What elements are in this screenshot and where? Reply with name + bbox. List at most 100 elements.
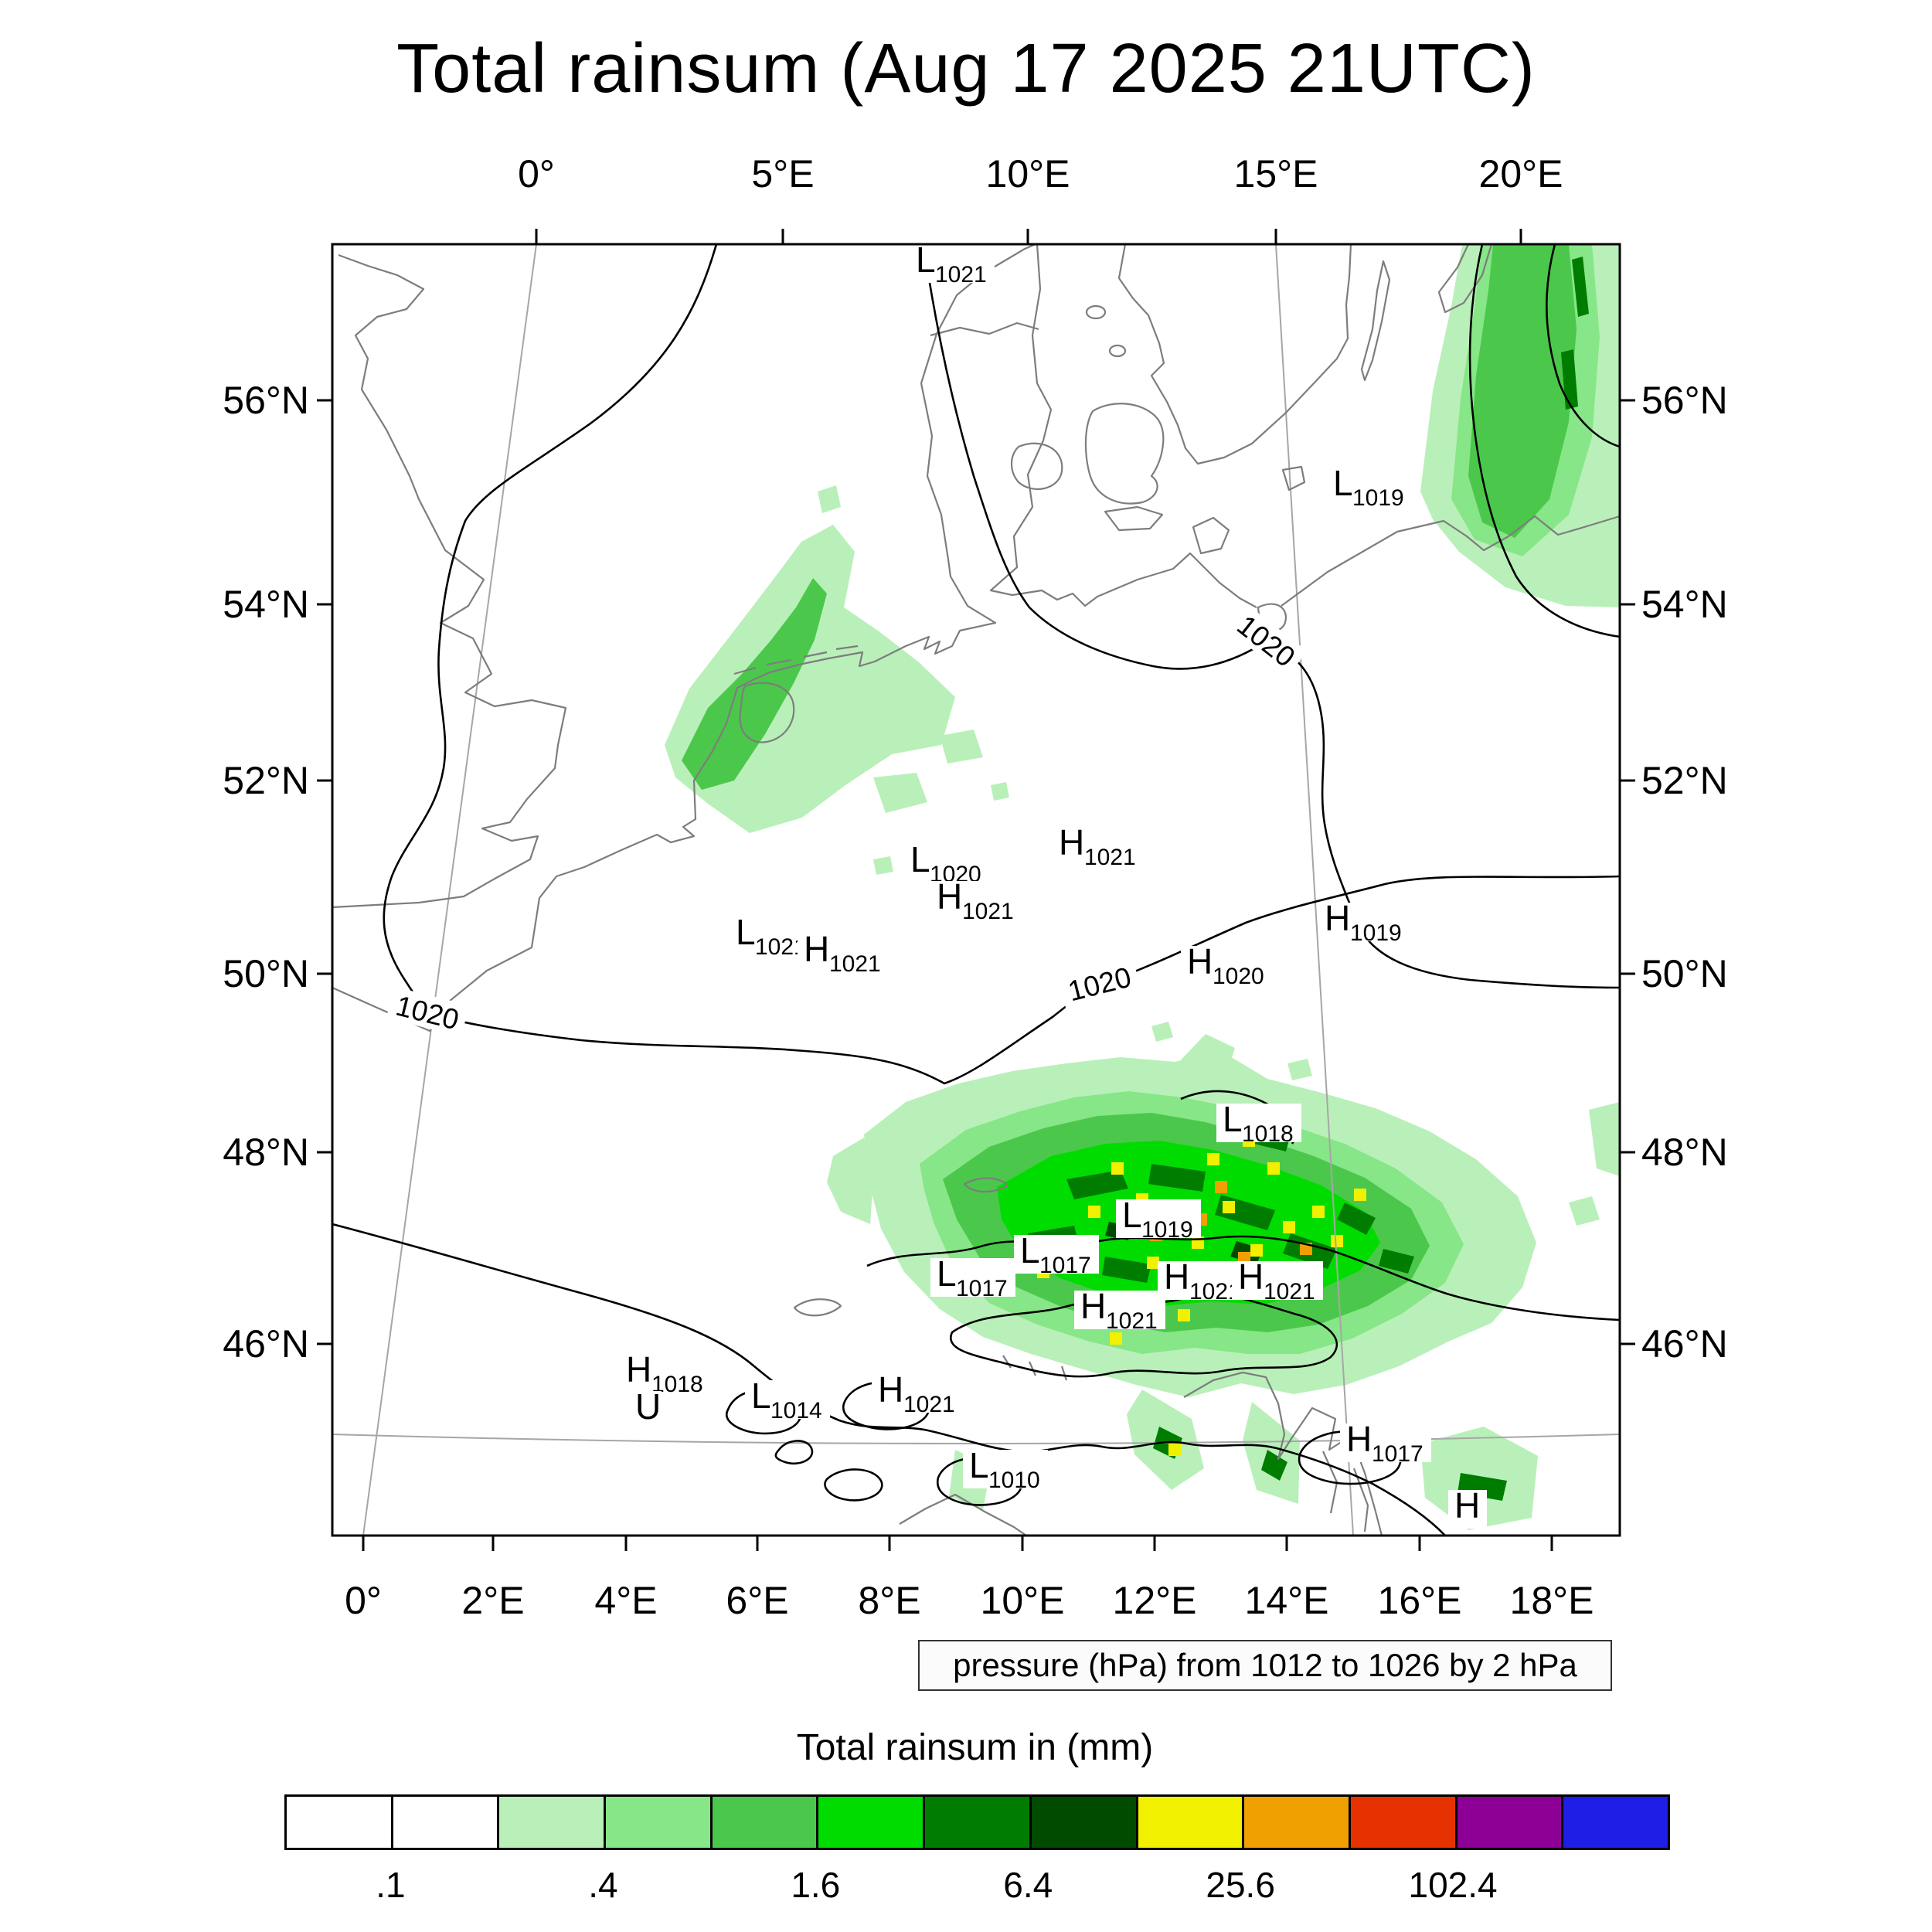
top-axis-label: 5°E xyxy=(751,152,815,196)
coastline xyxy=(963,1177,1009,1193)
right-axis-label: 48°N xyxy=(1641,1131,1728,1174)
bottom-axis-label: 8°E xyxy=(858,1579,921,1622)
right-axis-label: 54°N xyxy=(1641,583,1728,626)
rain-speckle xyxy=(1215,1181,1227,1193)
bottom-axis-label: 10°E xyxy=(980,1579,1065,1622)
svg-text:L: L xyxy=(937,1253,957,1294)
rain-area xyxy=(1148,1164,1206,1192)
legend-title: Total rainsum in (mm) xyxy=(796,1727,1154,1768)
bottom-axis-label: 18°E xyxy=(1509,1579,1594,1622)
bottom-axis-label: 12°E xyxy=(1112,1579,1197,1622)
colorbar-cell xyxy=(393,1797,500,1848)
coastline xyxy=(332,253,567,909)
svg-text:1019: 1019 xyxy=(1352,485,1404,511)
right-axis-label: 50°N xyxy=(1641,952,1728,995)
bottom-axis-label: 0° xyxy=(345,1579,382,1622)
pressure-center-label: H 1021 xyxy=(1232,1257,1323,1304)
rain-area xyxy=(873,773,927,813)
rain-area xyxy=(1287,1059,1312,1080)
coastline xyxy=(766,658,792,666)
rain-speckle xyxy=(1223,1201,1235,1213)
rain-speckle xyxy=(1147,1257,1159,1269)
svg-text:1020: 1020 xyxy=(393,990,462,1036)
left-axis-label: 54°N xyxy=(223,583,309,626)
svg-text:H: H xyxy=(1325,898,1350,938)
rain-area xyxy=(873,856,893,875)
rain-area xyxy=(1468,244,1577,538)
left-axis-label: 48°N xyxy=(223,1131,309,1174)
colorbar-cell xyxy=(1244,1797,1351,1848)
rain-speckle xyxy=(1354,1189,1366,1201)
map-area: 1020 1020 1020 L 1021 L 1019 H 1021 L 1020 H 1021 L 10… xyxy=(317,229,1635,1551)
colorbar-tick-label: .1 xyxy=(376,1865,406,1905)
pressure-caption: pressure (hPa) from 1012 to 1026 by 2 hP… xyxy=(918,1640,1612,1691)
coastline xyxy=(1104,505,1164,532)
pressure-center-label: H 1021 xyxy=(1053,822,1144,870)
left-axis-label: 56°N xyxy=(223,379,309,422)
coastline xyxy=(1084,403,1165,505)
svg-text:1021: 1021 xyxy=(1264,1279,1315,1304)
rain-area xyxy=(991,782,1009,801)
right-axis-label: 52°N xyxy=(1641,759,1728,802)
coastline xyxy=(930,321,1039,337)
coastline xyxy=(733,666,757,675)
left-axis-label: 52°N xyxy=(223,759,309,802)
coastline xyxy=(1192,516,1230,555)
coastline xyxy=(899,1493,1027,1536)
rain-speckle xyxy=(1111,1162,1124,1175)
rain-area xyxy=(1151,1022,1173,1042)
isobar-contour xyxy=(774,1440,814,1464)
rain-speckle xyxy=(1312,1206,1325,1218)
coastline xyxy=(1002,1355,1012,1369)
graticule-line xyxy=(1275,244,1354,1536)
svg-text:1021: 1021 xyxy=(829,951,881,977)
svg-text:H: H xyxy=(1164,1257,1189,1297)
colorbar-tick-label: 1.6 xyxy=(791,1865,841,1905)
top-axis-label: 0° xyxy=(518,152,555,196)
svg-text:1021: 1021 xyxy=(903,1392,955,1417)
pressure-center-label: U xyxy=(629,1386,662,1430)
pressure-center-label: L 1020 xyxy=(904,839,989,887)
svg-text:H: H xyxy=(1346,1419,1372,1459)
svg-text:H: H xyxy=(937,876,962,917)
colorbar-tick-label: 6.4 xyxy=(1003,1865,1053,1905)
rain-area xyxy=(940,730,983,764)
svg-text:1021: 1021 xyxy=(1084,845,1136,870)
colorbar-cell xyxy=(1563,1797,1668,1848)
colorbar-cell xyxy=(712,1797,819,1848)
isobar-label: 1020 xyxy=(1057,957,1141,1009)
svg-text:1017: 1017 xyxy=(1039,1253,1091,1278)
isobar-contour xyxy=(1298,1430,1402,1485)
isobar-contour xyxy=(1468,244,1620,638)
coastline xyxy=(1360,260,1391,382)
svg-text:L: L xyxy=(910,839,930,879)
coastline xyxy=(1352,1468,1369,1532)
svg-text:1018: 1018 xyxy=(1242,1121,1294,1147)
pressure-center-label: L 1017 xyxy=(1014,1230,1099,1278)
coastline xyxy=(332,244,1036,1032)
pressure-center-label: L 1010 xyxy=(963,1445,1048,1493)
svg-text:H: H xyxy=(626,1349,651,1389)
svg-text:1017: 1017 xyxy=(956,1276,1008,1301)
graticule-line xyxy=(362,244,537,1536)
rain-area xyxy=(1589,1102,1620,1176)
svg-text:H: H xyxy=(804,929,829,969)
svg-text:L: L xyxy=(1333,463,1353,503)
pressure-center-label: L 1018 xyxy=(1216,1099,1301,1147)
isobar-label: 1020 xyxy=(1226,604,1308,677)
svg-text:1020: 1020 xyxy=(1213,964,1264,989)
rain-speckle xyxy=(1178,1309,1190,1321)
svg-text:1021: 1021 xyxy=(935,262,987,287)
bottom-axis-label: 6°E xyxy=(726,1579,789,1622)
colorbar-cell xyxy=(1031,1797,1138,1848)
svg-text:1021: 1021 xyxy=(1106,1308,1158,1334)
pressure-center-label: H 1020 xyxy=(1181,941,1272,989)
svg-text:L: L xyxy=(1122,1195,1142,1235)
svg-text:1017: 1017 xyxy=(1372,1441,1423,1467)
colorbar-cell xyxy=(1350,1797,1458,1848)
coastline xyxy=(1108,344,1127,358)
colorbar-tick-label: .4 xyxy=(588,1865,618,1905)
rain-area xyxy=(1102,1257,1151,1283)
